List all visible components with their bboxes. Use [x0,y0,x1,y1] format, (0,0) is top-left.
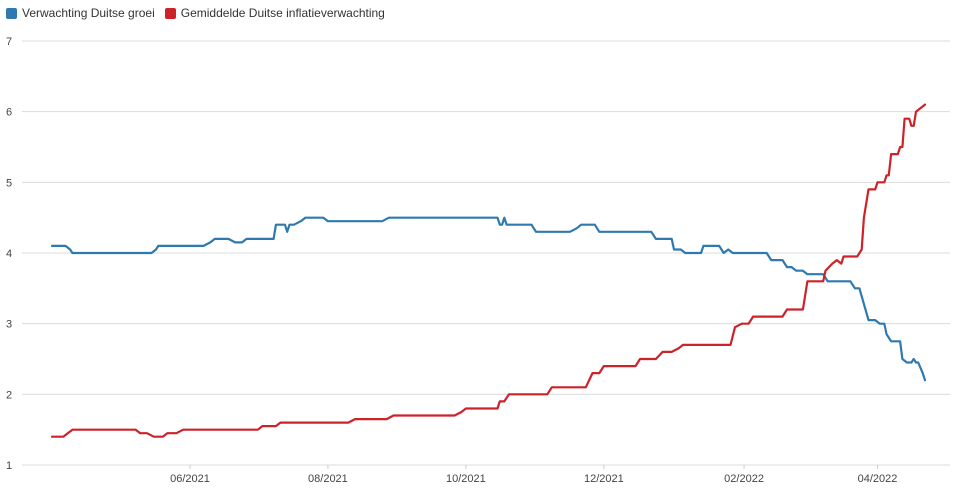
y-tick-label-5: 5 [6,177,12,189]
y-tick-label-3: 3 [6,319,12,331]
y-tick-label-4: 4 [6,248,12,260]
legend-swatch-inflation [164,7,176,19]
legend-label-growth: Verwachting Duitse groei [22,6,155,20]
legend-swatch-growth [6,7,17,19]
x-tick-label-04-2022: 04/2022 [858,473,898,485]
x-tick-label-08-2021: 08/2021 [308,473,348,485]
x-tick-label-10-2021: 10/2021 [446,473,486,485]
legend-label-inflation: Gemiddelde Duitse inflatieverwachting [180,6,385,20]
y-tick-label-1: 1 [6,460,12,472]
y-tick-label-6: 6 [6,107,12,119]
x-tick-label-06-2021: 06/2021 [170,473,210,485]
x-tick-label-12-2021: 12/2021 [584,473,624,485]
y-tick-label-2: 2 [6,389,12,401]
legend-item-growth[interactable]: Verwachting Duitse groei [6,6,155,20]
series-line-inflation [50,103,927,438]
y-tick-label-7: 7 [6,36,12,48]
x-tick-label-02-2022: 02/2022 [724,473,764,485]
legend-item-inflation[interactable]: Gemiddelde Duitse inflatieverwachting [164,6,385,20]
series-line-growth [50,216,927,382]
legend: Verwachting Duitse groei Gemiddelde Duit… [6,6,395,20]
